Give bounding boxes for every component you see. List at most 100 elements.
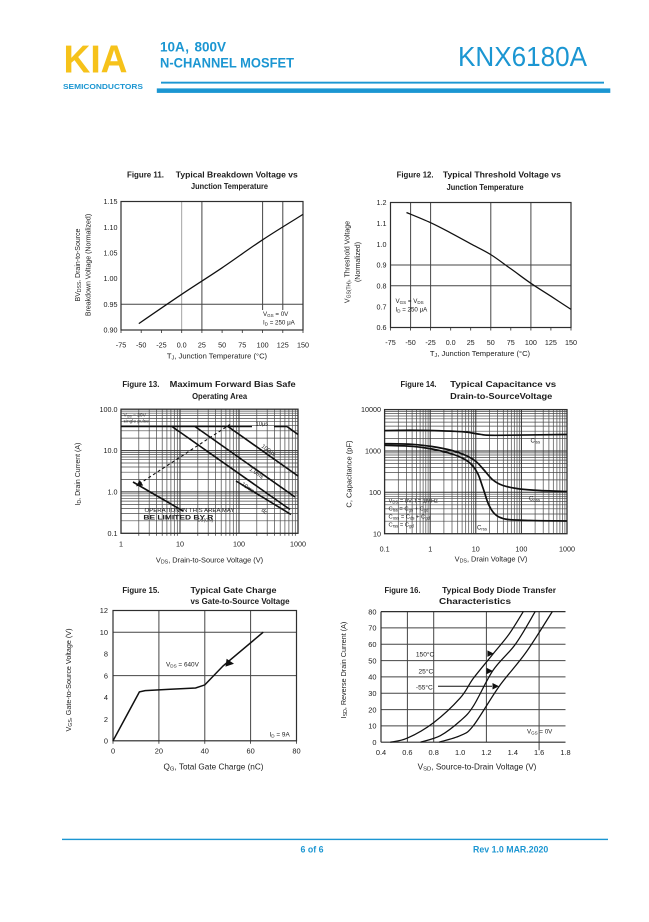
svg-text:BVDSS, Drain-to-Source: BVDSS, Drain-to-Source	[75, 228, 83, 301]
svg-text:150: 150	[297, 341, 309, 350]
svg-text:C, Capacitance (pF): C, Capacitance (pF)	[345, 440, 354, 508]
svg-text:125: 125	[545, 338, 557, 347]
svg-text:1.0: 1.0	[455, 748, 465, 757]
svg-text:VGS, Gate-to-Source Voltage (V: VGS, Gate-to-Source Voltage (V)	[64, 629, 74, 732]
svg-text:VGS = VDS: VGS = VDS	[396, 298, 424, 305]
svg-text:Figure 15.: Figure 15.	[122, 585, 159, 595]
svg-text:40: 40	[368, 673, 376, 682]
svg-text:VSD, Source-to-Drain Voltage (: VSD, Source-to-Drain Voltage (V)	[418, 763, 537, 773]
svg-text:0: 0	[372, 738, 376, 747]
svg-text:-50: -50	[405, 338, 415, 347]
svg-text:20: 20	[368, 705, 376, 714]
svg-text:ID = 250 μA: ID = 250 μA	[396, 307, 429, 314]
svg-text:25°C: 25°C	[419, 668, 434, 676]
svg-text:10μs: 10μs	[256, 422, 269, 428]
svg-text:10: 10	[176, 540, 184, 549]
svg-text:VDS, Drain Voltage (V): VDS, Drain Voltage (V)	[455, 555, 528, 565]
svg-text:ID = 9A: ID = 9A	[270, 732, 291, 739]
svg-text:Junction Temperature: Junction Temperature	[191, 181, 268, 191]
svg-text:single pulse: single pulse	[124, 419, 150, 425]
svg-text:2: 2	[104, 715, 108, 724]
svg-text:10: 10	[368, 722, 376, 731]
svg-text:Coss = Cds + Cgd: Coss = Cds + Cgd	[389, 515, 431, 521]
svg-text:ISD, Reverse Drain Current (A): ISD, Reverse Drain Current (A)	[339, 622, 349, 719]
svg-text:VGS = 20V: VGS = 20V	[124, 413, 147, 419]
svg-text:30: 30	[368, 689, 376, 698]
svg-text:100: 100	[233, 540, 245, 549]
svg-text:SEMICONDUCTORS: SEMICONDUCTORS	[63, 82, 143, 91]
svg-text:12: 12	[100, 606, 108, 615]
svg-text:Rev 1.0 MAR.2020: Rev 1.0 MAR.2020	[473, 844, 548, 854]
svg-text:8: 8	[104, 650, 108, 659]
svg-text:0.95: 0.95	[104, 300, 118, 309]
svg-text:10000: 10000	[361, 405, 381, 414]
svg-text:QG, Total Gate Charge (nC): QG, Total Gate Charge (nC)	[163, 763, 263, 773]
svg-text:0.4: 0.4	[376, 748, 386, 757]
svg-text:1.0: 1.0	[377, 240, 387, 249]
svg-text:20: 20	[155, 747, 163, 756]
svg-text:-50: -50	[136, 341, 146, 350]
svg-text:6 of 6: 6 of 6	[301, 844, 324, 854]
svg-text:Junction Temperature: Junction Temperature	[447, 182, 524, 192]
svg-text:6: 6	[104, 671, 108, 680]
svg-text:125: 125	[277, 341, 289, 350]
svg-text:0.8: 0.8	[377, 281, 387, 290]
svg-text:1: 1	[428, 545, 432, 554]
svg-text:10: 10	[472, 545, 480, 554]
svg-text:1.05: 1.05	[104, 249, 118, 258]
svg-text:Maximum Forward Bias Safe: Maximum Forward Bias Safe	[170, 379, 296, 389]
svg-text:70: 70	[368, 624, 376, 633]
svg-text:60: 60	[246, 747, 254, 756]
svg-text:-55°C: -55°C	[416, 684, 433, 692]
svg-text:100: 100	[369, 488, 381, 497]
svg-text:80: 80	[292, 747, 300, 756]
svg-text:1.0: 1.0	[108, 488, 118, 497]
svg-text:1.1: 1.1	[377, 219, 387, 228]
svg-text:VDS, Drain-to-Source Voltage (: VDS, Drain-to-Source Voltage (V)	[156, 556, 263, 566]
svg-text:10: 10	[373, 529, 381, 538]
svg-text:10: 10	[100, 628, 108, 637]
svg-text:Crss: Crss	[477, 526, 487, 532]
svg-text:Crss = Cgd: Crss = Cgd	[389, 523, 415, 529]
svg-text:0.6: 0.6	[377, 323, 387, 332]
svg-text:50: 50	[218, 341, 226, 350]
svg-text:Figure 14.: Figure 14.	[401, 379, 437, 389]
svg-text:KIA: KIA	[64, 39, 128, 82]
svg-text:1.6: 1.6	[534, 748, 544, 757]
svg-text:DS(ON): DS(ON)	[198, 518, 214, 523]
svg-text:50: 50	[487, 338, 495, 347]
svg-text:1000: 1000	[559, 545, 575, 554]
svg-text:100: 100	[515, 545, 527, 554]
svg-text:-75: -75	[116, 341, 126, 350]
svg-text:75: 75	[507, 338, 515, 347]
svg-text:1.4: 1.4	[508, 748, 518, 757]
svg-text:Operating Area: Operating Area	[192, 391, 247, 401]
svg-text:Breakdown Voltage (Normalized): Breakdown Voltage (Normalized)	[86, 214, 93, 316]
svg-text:1: 1	[119, 540, 123, 549]
svg-text:1.10: 1.10	[104, 223, 118, 232]
svg-text:40: 40	[201, 747, 209, 756]
svg-text:Figure 13.: Figure 13.	[122, 379, 159, 389]
svg-text:Typical Body Diode Transfer: Typical Body Diode Transfer	[442, 585, 557, 595]
svg-text:Figure 12.: Figure 12.	[397, 169, 434, 179]
svg-text:1.15: 1.15	[104, 197, 118, 206]
svg-text:1.2: 1.2	[481, 748, 491, 757]
svg-text:0.1: 0.1	[380, 545, 390, 554]
svg-text:Coss: Coss	[529, 497, 540, 503]
svg-text:VGS = 0V: VGS = 0V	[263, 311, 289, 318]
svg-text:Characteristics: Characteristics	[439, 596, 511, 606]
svg-text:0: 0	[104, 737, 108, 746]
svg-text:VDS = 0V, f = 1MHz: VDS = 0V, f = 1MHz	[389, 499, 439, 505]
svg-text:100.0: 100.0	[100, 405, 118, 414]
svg-text:1.00: 1.00	[104, 274, 118, 283]
svg-text:75: 75	[238, 341, 246, 350]
svg-text:Typical Gate Charge: Typical Gate Charge	[191, 585, 277, 595]
svg-text:100: 100	[525, 338, 537, 347]
svg-text:KNX6180A: KNX6180A	[458, 41, 587, 72]
svg-text:1000: 1000	[365, 447, 381, 456]
svg-text:Typical Capacitance vs: Typical Capacitance vs	[450, 379, 556, 389]
svg-text:1.8: 1.8	[560, 748, 570, 757]
svg-text:VGS = 0V: VGS = 0V	[527, 729, 553, 736]
svg-text:ID = 250 μA: ID = 250 μA	[263, 320, 296, 327]
svg-text:Figure 11.: Figure 11.	[127, 169, 164, 179]
